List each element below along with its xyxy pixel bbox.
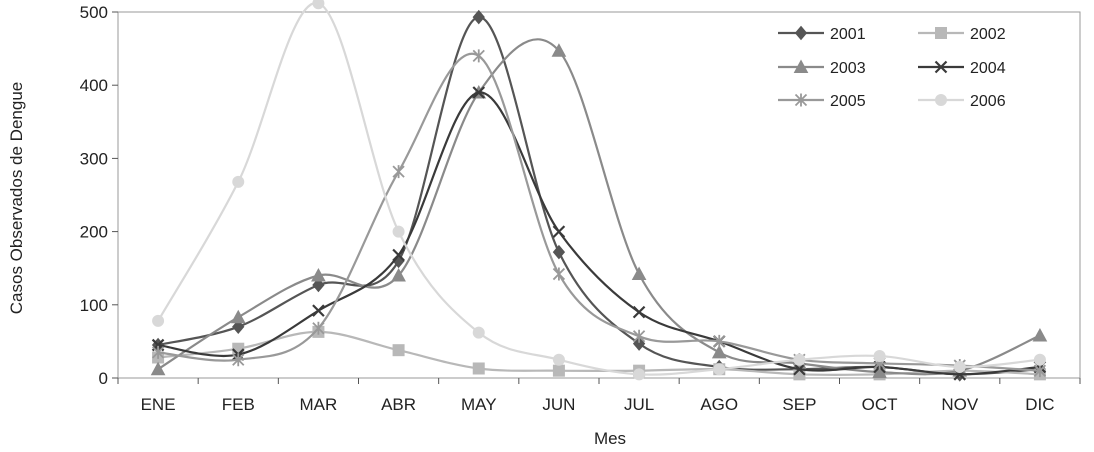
data-point-2003 [230,309,246,324]
data-point-2006 [392,225,405,238]
legend-item-2006: 2006 [918,93,1006,110]
x-tick-label: JUL [624,395,654,414]
x-tick-label: JUN [542,395,575,414]
legend-label: 2001 [830,26,866,43]
data-point-2005 [552,267,566,281]
data-point-2003 [631,266,647,281]
y-tick-label: 400 [80,76,108,95]
x-tick-label: NOV [941,395,979,414]
legend-marker [794,93,808,107]
x-tick-label: MAY [461,395,497,414]
x-axis-title: Mes [594,429,626,448]
x-tick-label: DIC [1025,395,1054,414]
data-point-2001 [232,319,245,335]
legend-marker [794,25,808,41]
data-point-2003 [391,267,406,282]
data-point-2006 [713,363,726,376]
x-tick-label: OCT [862,395,898,414]
data-point-2006 [633,368,646,381]
y-axis-title: Casos Observados de Dengue [7,82,26,314]
y-tick-label: 100 [80,296,108,315]
data-point-2004 [312,304,325,317]
legend-label: 2006 [970,93,1006,110]
data-point-2002 [392,344,405,357]
data-point-2001 [552,244,566,260]
data-point-2004 [552,225,566,238]
x-tick-label: ABR [381,395,416,414]
data-point-2005 [312,321,325,335]
data-point-2001 [632,336,646,351]
data-point-2005 [1033,364,1047,378]
data-point-2004 [392,248,405,262]
data-point-2006 [552,353,565,366]
y-tick-label: 0 [99,369,108,388]
legend-marker [793,59,809,73]
data-point-2006 [312,0,325,10]
data-point-2006 [953,361,966,374]
legend-marker [934,60,948,74]
series-layer [150,0,1048,382]
y-axis: 0 100 200 300 400 500 [80,3,118,388]
x-tick-label: SEP [782,395,816,414]
data-point-2005 [232,353,245,367]
data-point-2006 [472,326,485,339]
legend-label: 2005 [830,93,866,110]
data-point-2003 [711,344,727,359]
data-point-2003 [551,43,567,57]
data-point-2006 [873,350,886,363]
data-point-2006 [793,353,806,366]
data-point-2001 [472,9,485,25]
data-point-2004 [793,362,806,376]
legend-item-2002: 2002 [918,26,1006,43]
data-point-2005 [713,334,726,348]
x-axis: ENE FEB MAR ABR MAY JUN JUL AGO SEP OCT NOV DIC [117,378,1081,414]
data-point-2001 [312,277,325,293]
legend-marker [935,27,947,39]
data-point-2005 [151,345,165,359]
x-tick-label: ENE [141,395,176,414]
data-point-2003 [1032,327,1048,342]
data-point-2003 [311,267,326,282]
x-tick-label: FEB [222,395,255,414]
data-point-2005 [632,329,646,343]
legend-label: 2002 [970,26,1006,43]
x-tick-label: AGO [700,395,738,414]
legend: 2001 2002 2003 2004 2005 2006 [778,25,1006,110]
data-point-2004 [632,305,646,319]
legend-label: 2003 [830,60,866,77]
data-point-2005 [472,49,485,63]
legend-item-2005: 2005 [778,93,866,110]
data-point-2006 [1033,353,1046,366]
x-tick-label: MAR [300,395,338,414]
data-point-2006 [152,314,165,327]
series-2006 [152,0,1046,381]
data-point-2005 [392,165,405,179]
data-point-2004 [472,86,486,99]
data-point-2002 [472,362,485,375]
legend-marker [935,94,947,106]
y-tick-label: 300 [80,149,108,168]
y-tick-label: 500 [80,3,108,22]
legend-item-2001: 2001 [778,25,866,43]
legend-item-2003: 2003 [778,59,866,77]
legend-label: 2004 [970,60,1006,77]
y-tick-label: 200 [80,223,108,242]
legend-item-2004: 2004 [918,60,1006,77]
data-point-2003 [150,361,166,376]
data-point-2006 [232,175,245,188]
data-point-2002 [552,364,565,377]
